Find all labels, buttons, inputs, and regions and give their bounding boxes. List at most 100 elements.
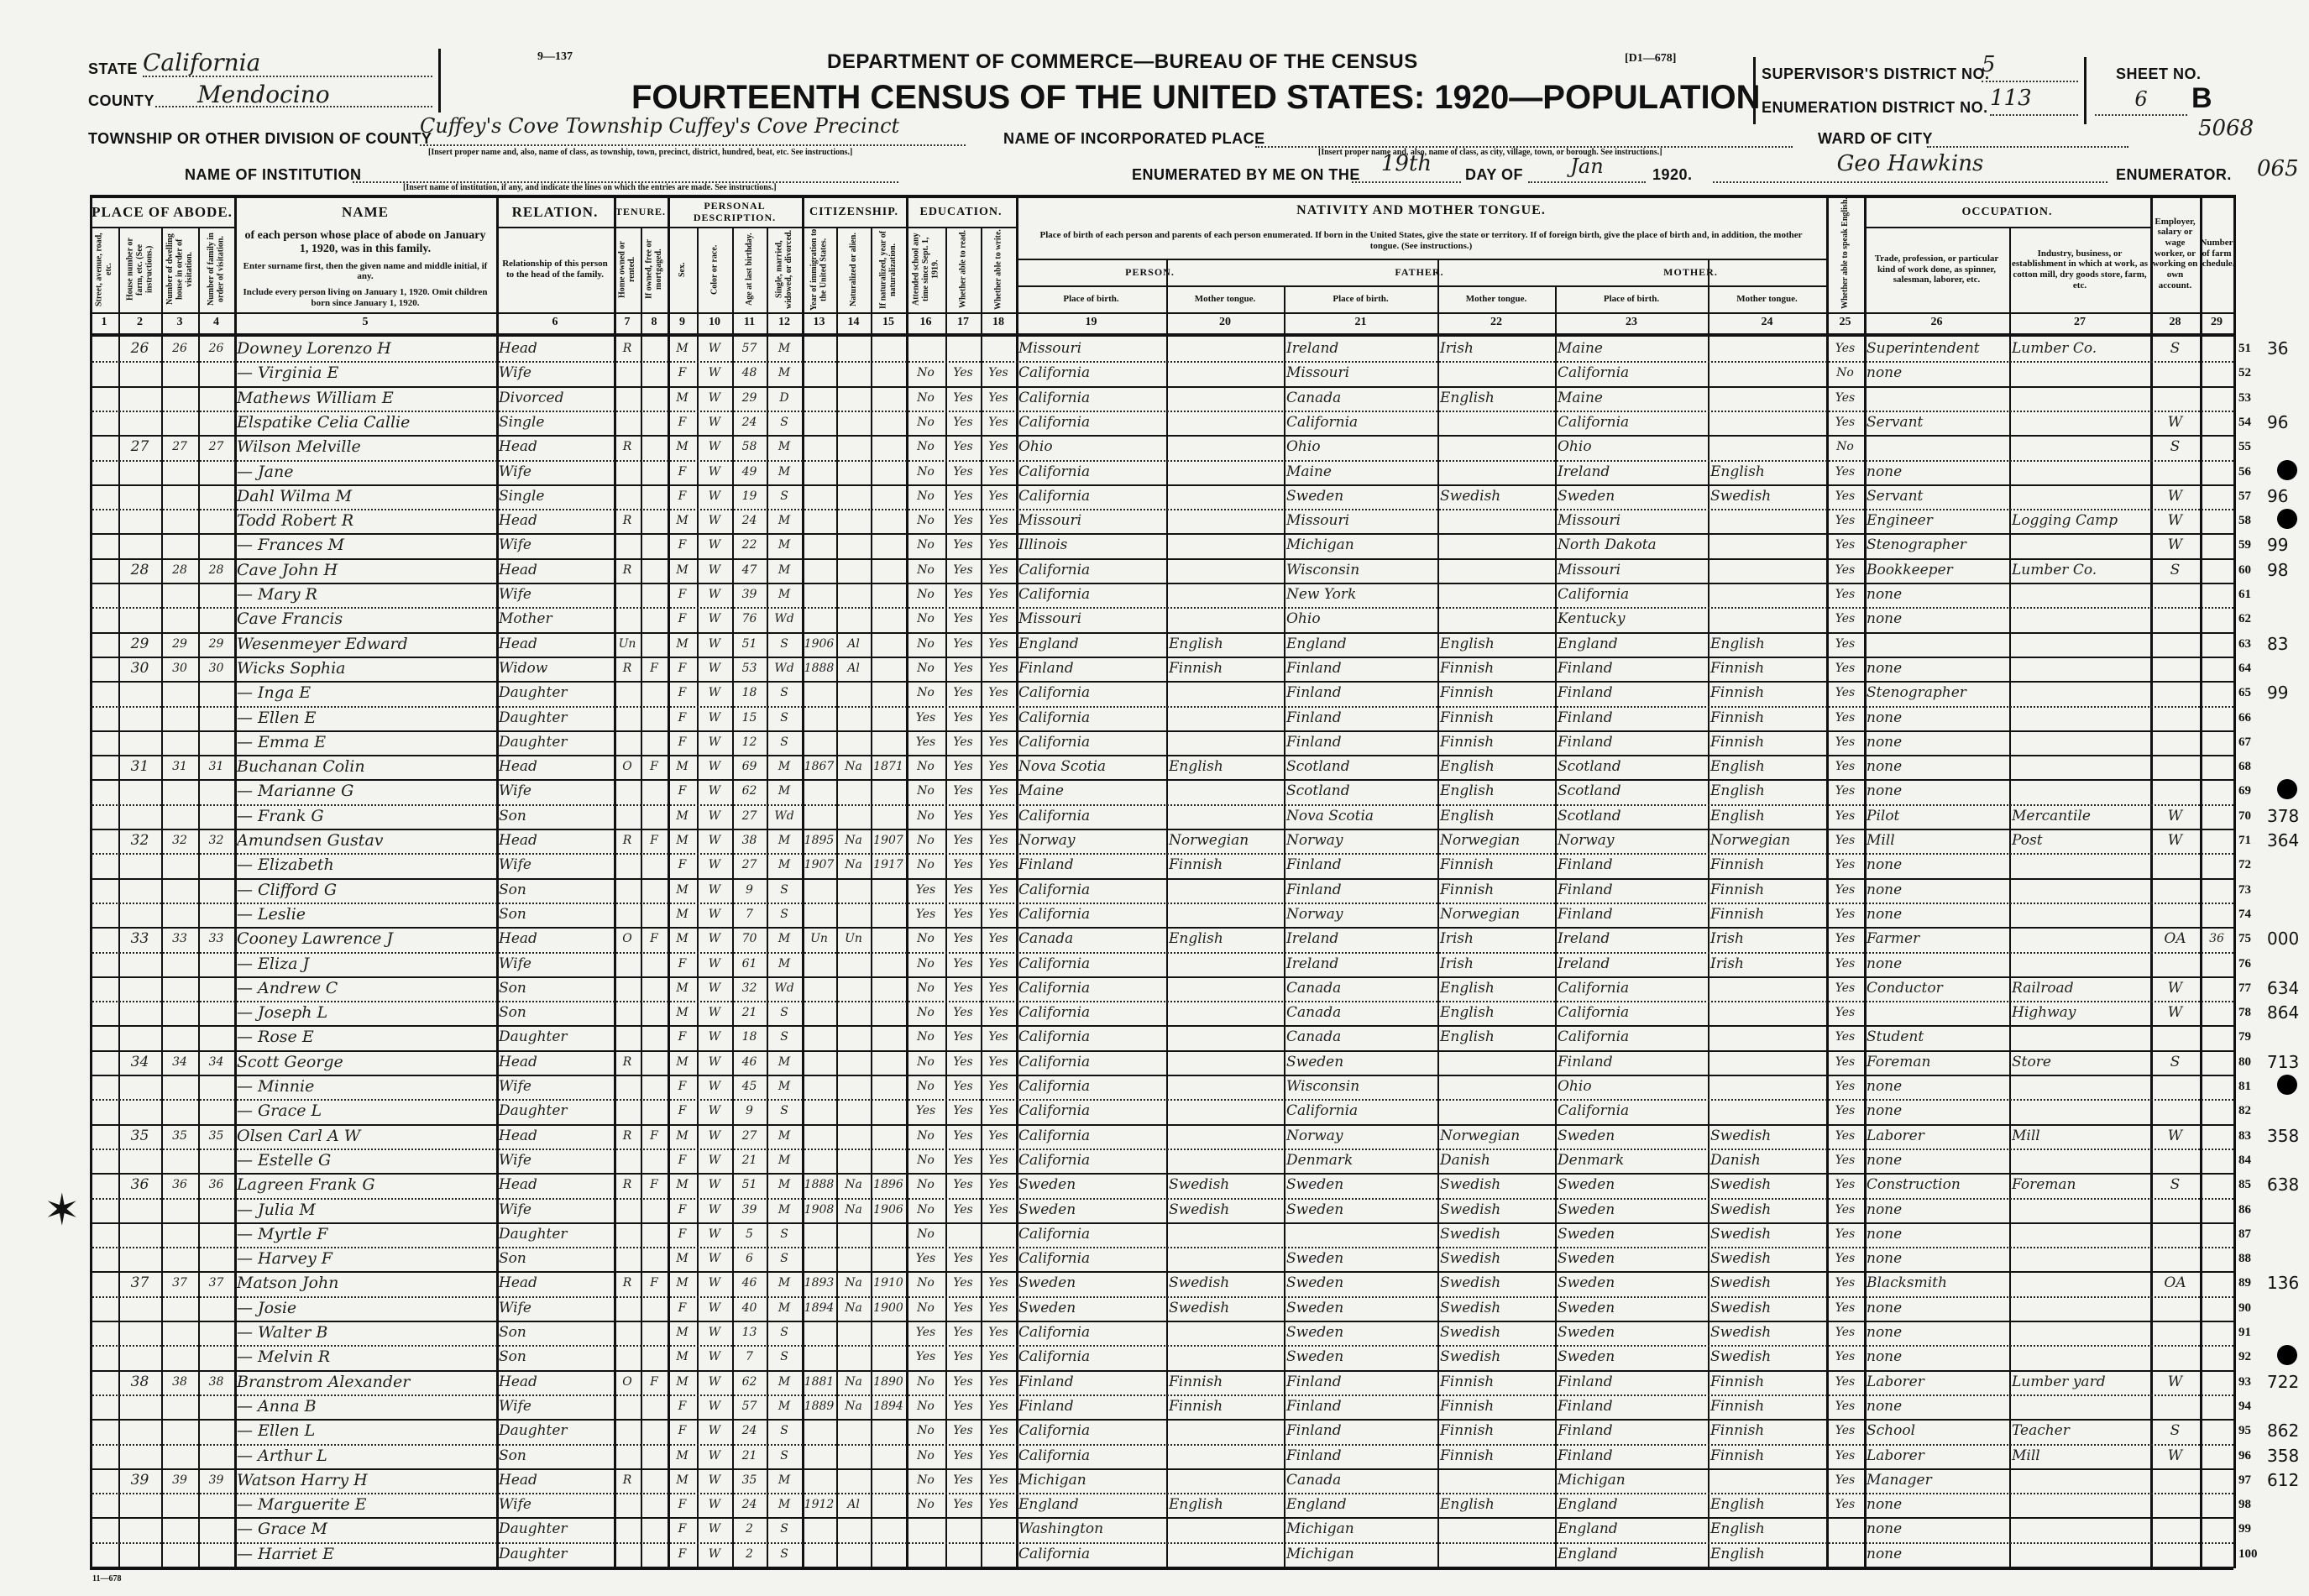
- cell-col-11: 5: [746, 1227, 753, 1241]
- cell-col-9: M: [676, 760, 689, 774]
- cell-col-7: [614, 533, 641, 557]
- footer-form-code: 11—678: [92, 1574, 122, 1583]
- township-instruction: [Insert proper name and, also, name of c…: [428, 148, 853, 157]
- cell-col-2: 31: [130, 758, 149, 776]
- cell-col-6: Wife: [499, 463, 531, 480]
- cell-col-26: none: [1867, 782, 1903, 800]
- cell-col-22: Norwegian: [1440, 832, 1521, 849]
- cell-col-4: [198, 1321, 234, 1345]
- cell-col-28: [2150, 779, 2200, 803]
- cell-col-21: Finland: [1286, 1447, 1342, 1464]
- cell-col-22: [1437, 583, 1555, 607]
- cell-col-11: 70: [741, 932, 757, 946]
- cell-col-8: [641, 1517, 668, 1541]
- cell-col-7: [614, 1025, 641, 1049]
- cell-col-10: W: [708, 1006, 721, 1020]
- cell-col-1: [90, 1444, 118, 1468]
- cell-col-20: [1166, 1124, 1284, 1149]
- margin-annotation: 136: [2267, 1273, 2300, 1294]
- cell-col-20: Swedish: [1169, 1299, 1230, 1316]
- cell-col-10: W: [708, 1300, 721, 1315]
- cell-col-24: [1708, 386, 1826, 411]
- cell-col-21: Sweden: [1286, 487, 1344, 505]
- cell-col-11: 40: [741, 1300, 757, 1315]
- county-field: Mendocino: [155, 81, 432, 108]
- cell-col-5: — Ellen E: [237, 708, 317, 727]
- cell-col-1: [90, 460, 118, 484]
- cell-col-11: 24: [741, 1498, 757, 1512]
- cell-col-17: Yes: [953, 1374, 973, 1389]
- row-rule: [90, 656, 2233, 658]
- column-rule: [871, 227, 872, 1568]
- cell-col-18: Yes: [988, 415, 1008, 429]
- column-number: 2: [137, 316, 143, 329]
- punch-hole: [2277, 509, 2297, 530]
- cell-col-17: Yes: [953, 1399, 973, 1413]
- cell-col-11: 58: [741, 440, 757, 454]
- cell-col-12: M: [778, 366, 791, 380]
- cell-col-26: none: [1867, 1324, 1903, 1341]
- cell-col-13: [802, 903, 836, 927]
- cell-col-21: England: [1286, 1496, 1347, 1514]
- cell-col-27: [2009, 779, 2150, 803]
- cell-col-5: — Myrtle F: [237, 1224, 328, 1243]
- column-rule: [1284, 285, 1285, 1568]
- cell-col-4: 27: [208, 440, 224, 454]
- cell-col-21: Finland: [1286, 733, 1342, 751]
- cell-col-27: Lumber yard: [2012, 1373, 2106, 1390]
- cell-col-23: Norway: [1558, 832, 1615, 849]
- cell-col-27: Lumber Co.: [2012, 340, 2097, 357]
- line-number: 58: [2238, 514, 2251, 528]
- cell-col-24: [1708, 337, 1826, 361]
- cell-col-15: [871, 1025, 906, 1049]
- cell-col-28: [2150, 853, 2200, 877]
- cell-col-24: Swedish: [1710, 487, 1772, 505]
- cell-col-24: Finnish: [1710, 905, 1765, 923]
- cell-col-6: Wife: [499, 1299, 531, 1316]
- cell-col-15: [871, 1345, 906, 1369]
- cell-col-19: California: [1018, 586, 1091, 603]
- group-occupation: OCCUPATION.: [1961, 205, 2053, 218]
- cell-col-16: Yes: [915, 882, 936, 897]
- cell-col-16: No: [917, 1054, 935, 1069]
- cell-col-8: [641, 730, 668, 755]
- cell-col-8: [641, 952, 668, 976]
- cell-col-28: [2150, 1025, 2200, 1049]
- cell-col-11: 18: [741, 686, 757, 700]
- cell-col-10: W: [708, 710, 721, 725]
- cell-col-1: [90, 1321, 118, 1345]
- cell-col-12: S: [780, 1252, 788, 1266]
- cell-col-9: M: [676, 882, 689, 897]
- cell-col-25: Yes: [1835, 1104, 1856, 1118]
- row-rule: [90, 1369, 2233, 1372]
- cell-col-2: 30: [130, 659, 149, 677]
- cell-col-5: — Clifford G: [237, 880, 338, 899]
- cell-col-12: Wd: [774, 661, 794, 675]
- cell-col-5: Dahl Wilma M: [237, 486, 353, 505]
- cell-col-6: Son: [499, 1447, 526, 1464]
- column-rule: [1166, 259, 1168, 1568]
- cell-col-15: [871, 952, 906, 976]
- cell-col-9: F: [678, 956, 687, 971]
- cell-col-11: 46: [741, 1054, 757, 1069]
- cell-col-13: 1906: [804, 636, 835, 651]
- cell-col-27: [2009, 1025, 2150, 1049]
- cell-col-29: [2200, 1493, 2233, 1517]
- cell-col-29: [2200, 1001, 2233, 1025]
- cell-col-28: [2150, 583, 2200, 607]
- cell-col-2: [118, 730, 161, 755]
- sheet-number-field: 6: [2095, 87, 2187, 116]
- cell-col-22: [1437, 460, 1555, 484]
- cell-col-19: Nova Scotia: [1018, 758, 1107, 776]
- cell-col-18: Yes: [988, 563, 1008, 577]
- cell-col-13: [802, 1321, 836, 1345]
- column-header-6: Relationship of this person to the head …: [502, 259, 608, 280]
- cell-col-8: [641, 1444, 668, 1468]
- column-header-17: Whether able to read.: [958, 230, 968, 309]
- row-rule: [90, 1419, 2233, 1421]
- cell-col-24: [1708, 1468, 1826, 1493]
- cell-col-6: Wife: [499, 536, 531, 554]
- cell-col-22: [1437, 1075, 1555, 1099]
- cell-col-5: — Josie: [237, 1298, 297, 1317]
